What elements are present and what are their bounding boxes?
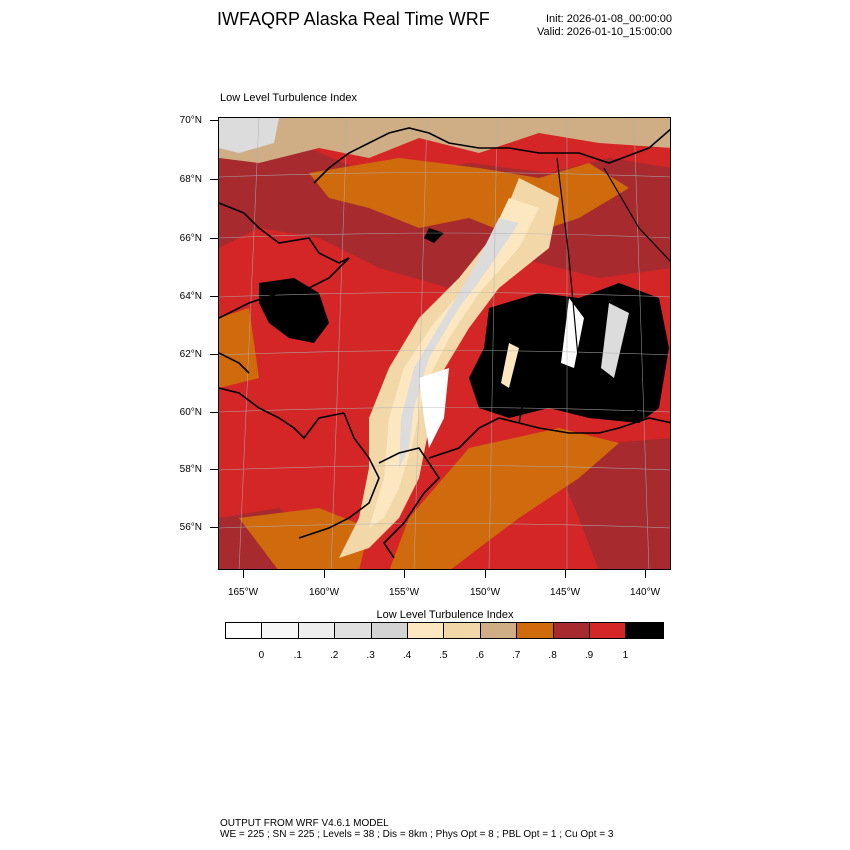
colorbar — [225, 622, 664, 639]
init-time: Init: 2026-01-08_00:00:00 — [546, 13, 672, 25]
lon-label-150: 150°W — [469, 587, 501, 598]
colorbar-label: 1 — [622, 650, 629, 661]
footer: OUTPUT FROM WRF V4.6.1 MODEL WE = 225 ; … — [220, 818, 613, 840]
lat-label-64: 64°N — [179, 291, 202, 302]
field-orange-sw — [239, 508, 369, 569]
lat-tick — [210, 354, 218, 355]
colorbar-swatch — [335, 623, 372, 638]
colorbar-swatch — [407, 623, 445, 638]
lon-tick — [404, 570, 405, 578]
lon-tick — [243, 570, 244, 578]
lon-label-155: 155°W — [388, 587, 420, 598]
field-orange-south — [389, 428, 619, 569]
colorbar-label: .4 — [402, 650, 412, 661]
lon-label-145: 145°W — [549, 587, 581, 598]
lon-label-140: 140°W — [629, 587, 661, 598]
lat-label-60: 60°N — [179, 407, 202, 418]
lon-tick — [565, 570, 566, 578]
map-subtitle: Low Level Turbulence Index — [220, 92, 357, 104]
colorbar-swatch — [262, 623, 299, 638]
colorbar-swatch — [517, 623, 554, 638]
colorbar-label: 0 — [258, 650, 265, 661]
field-orange-w — [219, 308, 259, 388]
colorbar-swatch — [480, 623, 518, 638]
lat-tick — [210, 120, 218, 121]
colorbar-label: .5 — [439, 650, 448, 661]
lat-tick — [210, 179, 218, 180]
field-white-streak-2 — [601, 303, 629, 378]
colorbar-swatch — [589, 623, 627, 638]
plot-title: IWFAQRP Alaska Real Time WRF — [217, 9, 490, 29]
colorbar-label: .1 — [293, 650, 302, 661]
colorbar-swatch — [626, 623, 663, 638]
footer-model: OUTPUT FROM WRF V4.6.1 MODEL — [220, 818, 389, 829]
lat-label-56: 56°N — [179, 522, 202, 533]
lat-label-70: 70°N — [179, 115, 202, 126]
lat-tick — [210, 412, 218, 413]
field-white-streak-3 — [501, 343, 519, 388]
lon-label-160: 160°W — [308, 587, 340, 598]
lat-tick — [210, 238, 218, 239]
lon-tick — [485, 570, 486, 578]
lat-tick — [210, 527, 218, 528]
colorbar-swatch — [371, 623, 408, 638]
colorbar-label: .6 — [475, 650, 484, 661]
colorbar-label: .7 — [512, 650, 521, 661]
time-info: Init: 2026-01-08_00:00:00 Valid: 2026-01… — [537, 13, 672, 39]
lat-label-62: 62°N — [179, 349, 202, 360]
colorbar-title: Low Level Turbulence Index — [376, 609, 514, 621]
lat-label-58: 58°N — [179, 464, 202, 475]
graticule — [219, 118, 670, 569]
borders — [556, 157, 670, 414]
footer-settings: WE = 225 ; SN = 225 ; Levels = 38 ; Dis … — [220, 829, 614, 840]
field-black-north — [424, 228, 444, 243]
colorbar-swatch — [444, 623, 481, 638]
field-cream-band — [369, 198, 539, 528]
lon-tick — [324, 570, 325, 578]
turbulence-map — [218, 117, 671, 570]
field-white-peak — [419, 368, 449, 448]
lon-label-165: 165°W — [227, 587, 259, 598]
map-field — [219, 118, 670, 569]
coastlines — [219, 127, 670, 559]
lon-tick — [645, 570, 646, 578]
colorbar-label: .3 — [366, 650, 375, 661]
colorbar-label: .8 — [548, 650, 557, 661]
lat-tick — [210, 296, 218, 297]
colorbar-swatch — [553, 623, 590, 638]
valid-time: Valid: 2026-01-10_15:00:00 — [537, 26, 672, 38]
colorbar-label: .9 — [584, 650, 594, 661]
lat-label-68: 68°N — [179, 174, 202, 185]
colorbar-swatch — [226, 623, 263, 638]
colorbar-swatch — [298, 623, 336, 638]
field-gray-nw — [219, 118, 279, 153]
colorbar-label: .2 — [330, 650, 339, 661]
lat-tick — [210, 469, 218, 470]
lat-label-66: 66°N — [179, 233, 202, 244]
